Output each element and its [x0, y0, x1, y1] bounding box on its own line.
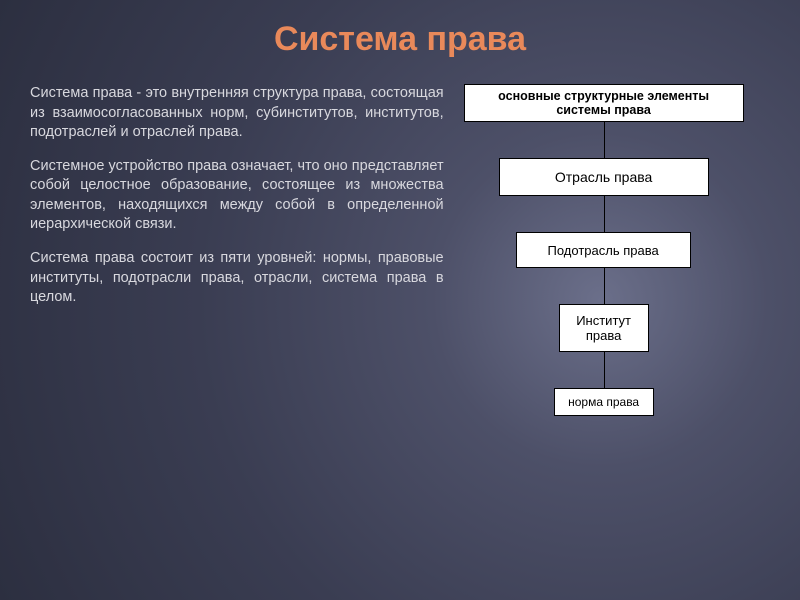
connector-3	[604, 352, 605, 388]
connector-wrap-3	[464, 352, 770, 388]
diagram-column: основные структурные элементы системы пр…	[464, 84, 770, 416]
connector-wrap-1	[464, 196, 770, 232]
connector-2	[604, 268, 605, 304]
diagram-node-3: Институт права	[559, 304, 649, 352]
slide: Система права Система права - это внутре…	[0, 0, 800, 600]
content-area: Система права - это внутренняя структура…	[0, 59, 800, 416]
paragraph-2: Системное устройство права означает, что…	[30, 157, 444, 235]
paragraph-1: Система права - это внутренняя структура…	[30, 84, 444, 143]
text-column: Система права - это внутренняя структура…	[30, 84, 444, 416]
connector-wrap-0	[464, 122, 770, 158]
connector-1	[604, 196, 605, 232]
paragraph-3: Система права состоит из пяти уровней: н…	[30, 249, 444, 308]
diagram-node-1: Отрасль права	[499, 158, 709, 196]
connector-0	[604, 122, 605, 158]
diagram-node-4: норма права	[554, 388, 654, 416]
connector-wrap-2	[464, 268, 770, 304]
diagram-node-2: Подотрасль права	[516, 232, 691, 268]
slide-title: Система права	[0, 0, 800, 59]
diagram-node-root: основные структурные элементы системы пр…	[464, 84, 744, 122]
